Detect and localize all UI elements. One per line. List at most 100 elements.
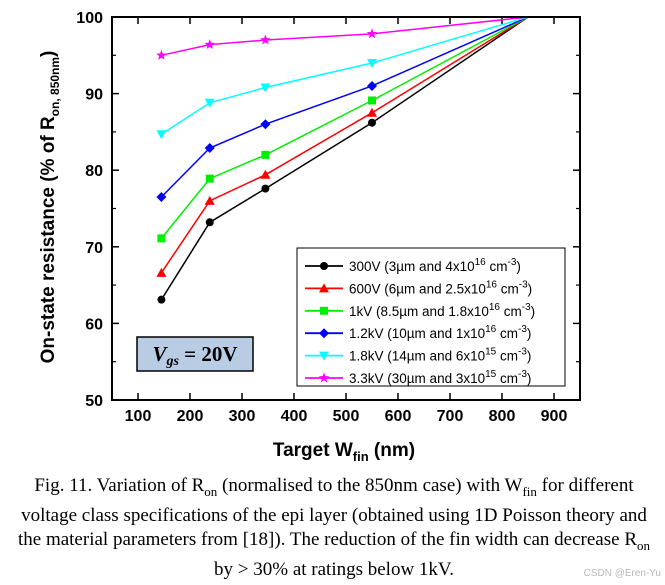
data-point-1.2kV-238 — [204, 142, 215, 153]
vgs-v: V — [152, 342, 168, 366]
vgs-annotation-text: Vgs = 20V — [152, 342, 237, 369]
legend-text-end: ) — [528, 281, 533, 296]
legend-entry-1kV: 1kV (8.5µm and 1.8x1016 cm-3) — [305, 302, 535, 319]
x-tick-label-200: 200 — [177, 408, 204, 425]
caption-sub-3: on — [637, 537, 650, 553]
x-axis-title: Target Wfin (nm) — [273, 440, 415, 464]
x-axis-title-unit: (nm) — [369, 440, 415, 461]
legend-entry-1.2kV: 1.2kV (10µm and 1x1016 cm-3) — [305, 324, 531, 341]
plot-frame — [111, 16, 581, 401]
legend-text-main: 300V (3µm and 4x10 — [349, 259, 475, 274]
legend-text-end: ) — [516, 259, 521, 274]
legend-marker-1.2kV — [319, 328, 329, 339]
legend-text-exp: 15 — [485, 347, 497, 358]
caption-part-1: Fig. 11. Variation of R — [34, 475, 205, 496]
data-point-300V-238 — [205, 218, 214, 227]
vgs-sub: gs — [165, 354, 179, 369]
legend-text-unit-exp: -3 — [518, 369, 527, 380]
legend-label-300V: 300V (3µm and 4x1016 cm-3) — [349, 257, 521, 274]
x-tick-label-700: 700 — [437, 408, 464, 425]
legend-text-exp: 16 — [475, 257, 487, 268]
x-axis-title-main: Target W — [273, 440, 353, 461]
legend-label-1kV: 1kV (8.5µm and 1.8x1016 cm-3) — [349, 302, 535, 319]
x-tick-label-400: 400 — [281, 408, 308, 425]
series-300V — [157, 16, 529, 304]
data-point-3.3kV-238 — [204, 39, 215, 50]
data-point-1kV-145 — [157, 234, 166, 243]
y-tick-label-80: 80 — [85, 163, 103, 180]
legend-text-unit: cm — [486, 259, 508, 274]
legend-text-unit-exp: -3 — [522, 302, 531, 313]
vgs-rest: = 20V — [179, 342, 238, 366]
legend-text-unit-exp: -3 — [519, 279, 528, 290]
legend-text-exp: 16 — [489, 302, 501, 313]
legend-text-unit: cm — [500, 304, 522, 319]
legend-entry-1.8kV: 1.8kV (14µm and 6x1015 cm-3) — [305, 347, 531, 364]
watermark: CSDN @Eren-Yu — [583, 568, 661, 579]
x-tick-label-500: 500 — [333, 408, 360, 425]
line-chart: 100 200 300 400 500 600 700 800 9005060708090100… — [38, 10, 581, 464]
data-point-300V-345 — [261, 184, 270, 193]
x-tick-label-600: 600 — [385, 408, 412, 425]
y-axis-title-sub: on, 850nm — [48, 57, 62, 116]
data-point-300V-550 — [368, 118, 376, 127]
caption-part-3: for different voltage class specificatio… — [17, 475, 647, 550]
caption-sub-2: fin — [522, 483, 537, 499]
data-point-300V-145 — [157, 295, 166, 304]
legend: 300V (3µm and 4x1016 cm-3)600V (6µm and … — [296, 247, 566, 387]
y-axis-title: On-state resistance (% of Ron, 850nm) — [38, 51, 62, 364]
data-point-1kV-345 — [261, 150, 270, 159]
data-point-1.8kV-345 — [260, 83, 271, 93]
legend-text-end: ) — [527, 326, 532, 341]
legend-text-unit: cm — [496, 326, 518, 341]
data-point-1kV-238 — [205, 174, 214, 183]
data-point-3.3kV-345 — [260, 34, 271, 45]
data-series — [156, 16, 529, 304]
x-tick-label-100: 100 — [125, 408, 152, 425]
data-point-600V-145 — [156, 267, 167, 277]
series-line-1.8kV — [160, 16, 529, 135]
y-axis-title-end: ) — [38, 51, 59, 57]
legend-text-main: 1.2kV (10µm and 1x10 — [349, 326, 485, 341]
legend-text-main: 600V (6µm and 2.5x10 — [349, 281, 486, 296]
legend-text-unit: cm — [497, 281, 519, 296]
caption-sub-1: on — [204, 483, 218, 499]
y-tick-label-90: 90 — [85, 87, 103, 104]
legend-text-unit-exp: -3 — [518, 324, 527, 335]
data-point-600V-550 — [367, 107, 377, 117]
caption-part-4: by > 30% at ratings below 1kV. — [214, 558, 454, 580]
data-point-1kV-550 — [368, 96, 376, 105]
legend-marker-1.8kV — [319, 351, 329, 361]
legend-text-end: ) — [527, 349, 532, 364]
y-tick-label-100: 100 — [76, 10, 103, 27]
caption-part-2: (normalised to the 850nm case) with W — [217, 475, 523, 496]
legend-text-exp: 16 — [485, 324, 497, 335]
data-point-1.8kV-145 — [156, 130, 167, 140]
figure-caption: Fig. 11. Variation of Ron (normalised to… — [8, 474, 660, 582]
data-point-1.2kV-345 — [260, 119, 271, 130]
data-point-1.2kV-145 — [156, 192, 167, 203]
legend-text-exp: 15 — [485, 369, 497, 380]
legend-box — [296, 247, 566, 387]
legend-marker-1kV — [320, 306, 328, 315]
legend-text-unit: cm — [496, 371, 518, 386]
legend-label-600V: 600V (6µm and 2.5x1016 cm-3) — [349, 279, 532, 296]
series-3.3kV — [156, 16, 529, 60]
legend-text-main: 3.3kV (30µm and 3x10 — [349, 371, 485, 386]
tick-labels: 100 200 300 400 500 600 700 800 900 50 60 70 80 90 100 — [76, 10, 567, 425]
vgs-annotation: Vgs = 20V — [136, 336, 254, 372]
vgs-annotation-box — [136, 336, 254, 372]
y-axis-title-main: On-state resistance (% of R — [38, 116, 59, 363]
data-point-1.8kV-550 — [367, 58, 377, 68]
x-tick-label-300: 300 — [229, 408, 256, 425]
data-point-3.3kV-145 — [156, 49, 167, 60]
legend-text-exp: 16 — [486, 279, 498, 290]
legend-label-1.8kV: 1.8kV (14µm and 6x1015 cm-3) — [349, 347, 531, 364]
series-600V — [156, 16, 529, 277]
series-line-3.3kV — [161, 16, 529, 57]
legend-marker-3.3kV — [318, 372, 330, 383]
legend-entry-3.3kV: 3.3kV (30µm and 3x1015 cm-3) — [305, 369, 531, 386]
data-point-600V-238 — [204, 195, 215, 205]
y-tick-label-50: 50 — [85, 393, 103, 410]
x-tick-label-800: 800 — [489, 408, 516, 425]
